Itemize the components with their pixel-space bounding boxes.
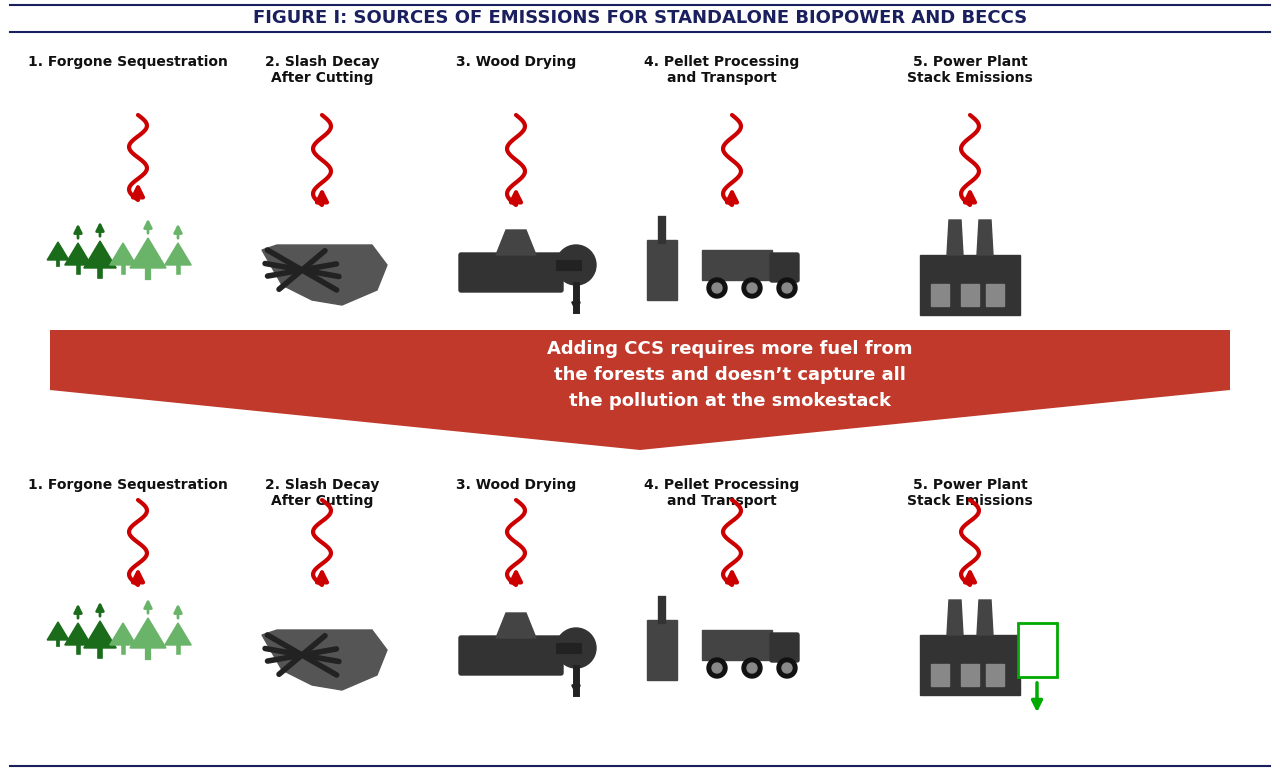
FancyBboxPatch shape <box>460 253 563 292</box>
FancyBboxPatch shape <box>931 664 948 686</box>
FancyBboxPatch shape <box>646 240 677 300</box>
Circle shape <box>782 283 792 293</box>
Circle shape <box>782 663 792 673</box>
Polygon shape <box>131 618 166 648</box>
Polygon shape <box>47 622 69 640</box>
FancyBboxPatch shape <box>986 284 1004 306</box>
Text: 5. Power Plant
Stack Emissions: 5. Power Plant Stack Emissions <box>908 478 1033 508</box>
FancyBboxPatch shape <box>986 664 1004 686</box>
Text: 2. Slash Decay
After Cutting: 2. Slash Decay After Cutting <box>265 478 379 508</box>
FancyBboxPatch shape <box>701 250 772 280</box>
Polygon shape <box>65 243 91 265</box>
Text: 5. Power Plant
Stack Emissions: 5. Power Plant Stack Emissions <box>908 55 1033 85</box>
Circle shape <box>742 278 762 298</box>
Text: 3. Wood Drying: 3. Wood Drying <box>456 55 576 69</box>
Polygon shape <box>947 220 963 255</box>
Polygon shape <box>83 241 116 268</box>
Polygon shape <box>920 255 1020 315</box>
FancyBboxPatch shape <box>460 636 563 675</box>
Polygon shape <box>50 330 1230 450</box>
Text: Adding CCS requires more fuel from
the forests and doesn’t capture all
the pollu: Adding CCS requires more fuel from the f… <box>548 340 913 411</box>
Text: 3. Wood Drying: 3. Wood Drying <box>456 478 576 492</box>
FancyBboxPatch shape <box>961 664 979 686</box>
Polygon shape <box>83 621 116 648</box>
Polygon shape <box>165 243 191 265</box>
FancyBboxPatch shape <box>771 633 799 662</box>
Circle shape <box>712 283 722 293</box>
Polygon shape <box>497 613 536 638</box>
Polygon shape <box>977 600 993 635</box>
Circle shape <box>707 278 727 298</box>
FancyBboxPatch shape <box>701 630 772 660</box>
Text: 4. Pellet Processing
and Transport: 4. Pellet Processing and Transport <box>644 55 800 85</box>
Text: 1. Forgone Sequestration: 1. Forgone Sequestration <box>28 478 228 492</box>
Polygon shape <box>947 600 963 635</box>
Circle shape <box>748 663 756 673</box>
Circle shape <box>748 283 756 293</box>
Circle shape <box>712 663 722 673</box>
Circle shape <box>556 628 596 668</box>
Polygon shape <box>262 630 387 690</box>
Text: 2. Slash Decay
After Cutting: 2. Slash Decay After Cutting <box>265 55 379 85</box>
FancyBboxPatch shape <box>931 284 948 306</box>
Polygon shape <box>65 623 91 645</box>
Circle shape <box>556 245 596 285</box>
FancyBboxPatch shape <box>646 620 677 680</box>
Polygon shape <box>165 623 191 645</box>
Polygon shape <box>497 230 536 255</box>
Polygon shape <box>977 220 993 255</box>
Circle shape <box>777 658 797 678</box>
FancyBboxPatch shape <box>961 284 979 306</box>
Polygon shape <box>131 238 166 268</box>
Polygon shape <box>110 623 136 645</box>
Polygon shape <box>262 245 387 305</box>
Circle shape <box>742 658 762 678</box>
Polygon shape <box>47 242 69 260</box>
FancyBboxPatch shape <box>771 253 799 282</box>
Polygon shape <box>110 243 136 265</box>
FancyBboxPatch shape <box>1018 623 1057 677</box>
Circle shape <box>707 658 727 678</box>
Polygon shape <box>920 635 1020 695</box>
Text: FIGURE I: SOURCES OF EMISSIONS FOR STANDALONE BIOPOWER AND BECCS: FIGURE I: SOURCES OF EMISSIONS FOR STAND… <box>253 9 1027 27</box>
Text: 4. Pellet Processing
and Transport: 4. Pellet Processing and Transport <box>644 478 800 508</box>
Circle shape <box>777 278 797 298</box>
Text: 1. Forgone Sequestration: 1. Forgone Sequestration <box>28 55 228 69</box>
